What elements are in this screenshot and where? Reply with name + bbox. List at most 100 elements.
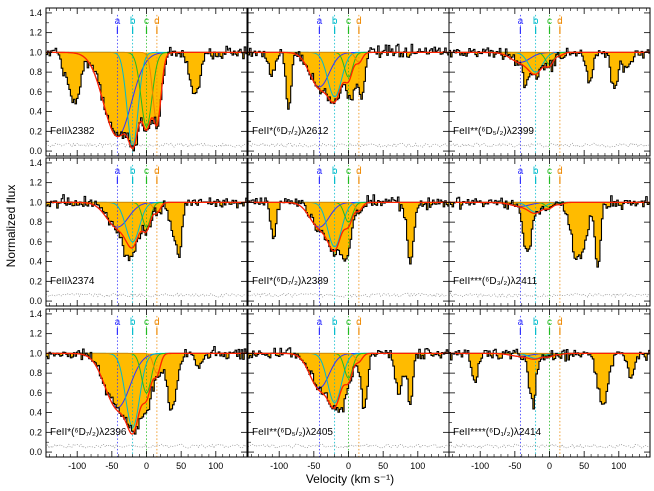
transition-label: FeII*(⁶D₇/₂)λ2396: [50, 427, 127, 438]
error-spectrum: [449, 443, 649, 449]
component-label-a: a: [317, 317, 323, 328]
x-tick-label: 100: [611, 461, 626, 471]
error-spectrum: [46, 292, 246, 298]
error-spectrum: [248, 142, 449, 148]
y-tick-label: 1.2: [29, 329, 42, 339]
y-tick-label: 0.8: [29, 67, 42, 77]
y-tick-label: 0.4: [29, 257, 42, 267]
x-tick-label: 50: [579, 461, 589, 471]
observed-spectrum: [46, 346, 247, 435]
y-tick-label: 0.2: [29, 126, 42, 136]
component-label-a: a: [518, 317, 524, 328]
y-tick-label: 1.2: [29, 28, 42, 38]
y-tick-label: 0.8: [29, 368, 42, 378]
plot-area: [46, 164, 247, 306]
y-tick-label: 0.0: [29, 296, 42, 306]
y-tick-label: 0.8: [29, 217, 42, 227]
y-tick-label: 0.2: [29, 276, 42, 286]
plot-area: [449, 14, 650, 156]
component-label-a: a: [317, 16, 323, 27]
transition-label: FeII**(⁶D₅/₂)λ2399: [453, 126, 534, 137]
component-label-b: b: [533, 166, 539, 177]
component-label-d: d: [356, 16, 362, 27]
transition-label: FeII**(⁶D₅/₂)λ2405: [252, 427, 333, 438]
component-label-c: c: [144, 166, 149, 177]
panel-6: a b c d FeII***(⁶D₃/₂)λ2411: [448, 157, 651, 307]
component-label-b: b: [332, 166, 338, 177]
x-tick-label: 0: [346, 461, 351, 471]
component-label-c: c: [547, 317, 552, 328]
x-tick-label: 50: [176, 461, 186, 471]
plot-area: [449, 315, 650, 457]
transition-label: FeII*(⁶D₇/₂)λ2389: [252, 276, 329, 287]
total-fit: [248, 51, 449, 104]
x-tick-label: -100: [270, 461, 288, 471]
component-label-a: a: [115, 16, 121, 27]
y-tick-label: 0.0: [29, 447, 42, 457]
blend-fill: [449, 353, 650, 409]
component-label-d: d: [557, 166, 563, 177]
component-label-d: d: [356, 166, 362, 177]
error-spectrum: [248, 443, 448, 449]
component-label-c: c: [346, 16, 351, 27]
error-spectrum: [46, 142, 247, 148]
transition-label: FeIIλ2382: [50, 126, 95, 137]
component-label-d: d: [154, 317, 160, 328]
component-label-b: b: [332, 16, 338, 27]
x-tick-label: -100: [68, 461, 86, 471]
total-fit: [46, 51, 247, 150]
x-tick-label: -50: [508, 461, 521, 471]
component-label-a: a: [518, 166, 524, 177]
blend-fill: [46, 52, 247, 151]
total-fit: [46, 352, 247, 435]
component-label-c: c: [547, 166, 552, 177]
y-tick-label: 0.0: [29, 146, 42, 156]
error-spectrum: [248, 292, 448, 298]
transition-label: FeII*(⁶D₇/₂)λ2612: [252, 126, 329, 137]
x-tick-label: 0: [547, 461, 552, 471]
transition-label: FeIIλ2374: [50, 276, 95, 287]
y-tick-label: 1.4: [29, 309, 42, 319]
y-tick-label: 0.4: [29, 408, 42, 418]
component-label-a: a: [115, 166, 121, 177]
component-label-b: b: [533, 317, 539, 328]
component-label-c: c: [346, 317, 351, 328]
component-label-a: a: [115, 317, 121, 328]
blend-fill: [449, 52, 650, 89]
panel-2: a b c d FeII*(⁶D₇/₂)λ2612: [247, 7, 450, 157]
x-tick-label: 100: [410, 461, 425, 471]
total-fit: [248, 201, 449, 252]
component-label-b: b: [130, 317, 136, 328]
plot-area: [248, 14, 449, 156]
y-tick-label: 0.6: [29, 87, 42, 97]
plot-area: [46, 315, 247, 457]
x-tick-label: 50: [378, 461, 388, 471]
component-label-c: c: [144, 16, 149, 27]
total-fit: [46, 201, 247, 249]
component-label-d: d: [356, 317, 362, 328]
plot-area: [248, 164, 449, 306]
component-label-a: a: [317, 166, 323, 177]
panel-3: a b c d FeII**(⁶D₅/₂)λ2399: [448, 7, 651, 157]
component-label-d: d: [557, 16, 563, 27]
x-tick-label: -50: [307, 461, 320, 471]
component-label-c: c: [547, 16, 552, 27]
y-tick-label: 0.4: [29, 107, 42, 117]
error-spectrum: [449, 142, 649, 148]
total-fit: [449, 352, 650, 360]
plot-area: [449, 164, 650, 306]
x-tick-label: -50: [105, 461, 118, 471]
x-tick-label: 100: [208, 461, 223, 471]
component-label-c: c: [346, 166, 351, 177]
blend-fill: [248, 202, 449, 264]
y-tick-label: 0.2: [29, 427, 42, 437]
y-tick-label: 1.4: [29, 8, 42, 18]
y-tick-label: 1.0: [29, 197, 42, 207]
panel-5: a b c d FeII*(⁶D₇/₂)λ2389: [247, 157, 450, 307]
component-label-d: d: [154, 16, 160, 27]
y-tick-label: 0.6: [29, 237, 42, 247]
component-label-b: b: [533, 16, 539, 27]
y-axis-title: Normalized flux: [4, 185, 18, 268]
